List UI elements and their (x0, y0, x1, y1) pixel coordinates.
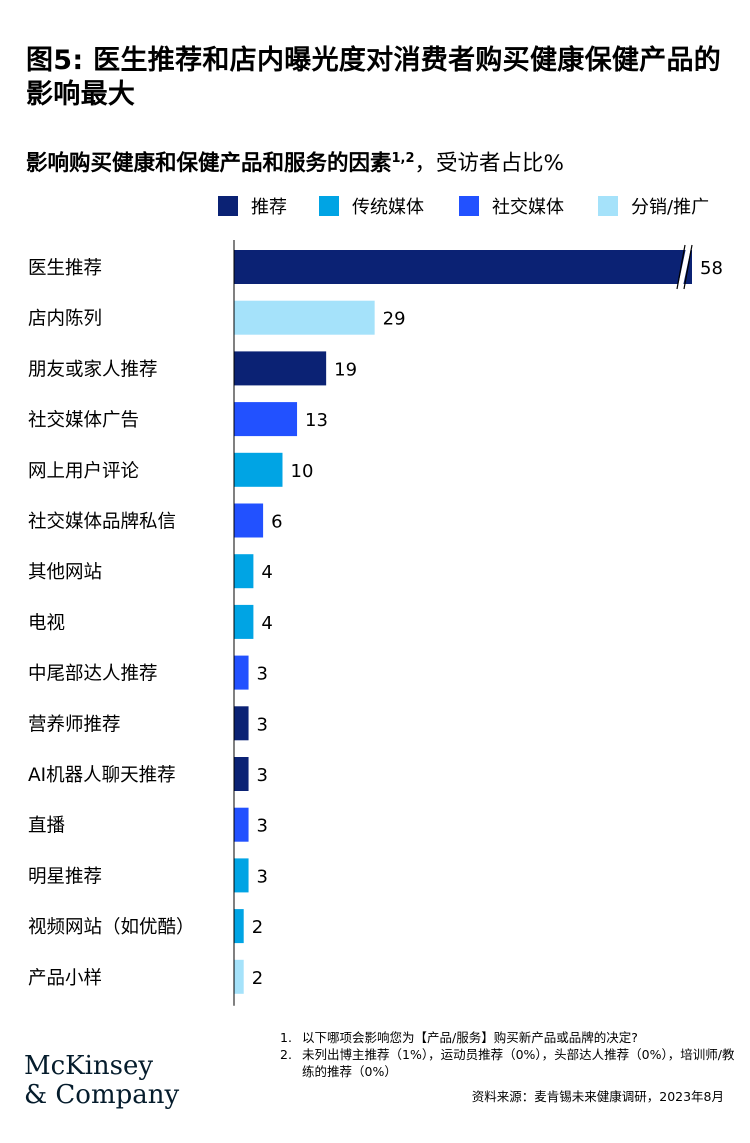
bar (234, 554, 254, 589)
legend-label: 分销/推广 (631, 197, 710, 218)
footnotes: 1. 以下哪项会影响您为【产品/服务】购买新产品或品牌的决定? 2. 未列出博主… (280, 1029, 740, 1080)
legend-label: 传统媒体 (352, 197, 424, 218)
bar (234, 503, 264, 538)
bar-chart: 医生推荐 58 店内陈列 29 朋友或家人推荐 19 社交媒体广告 13 网上用户评论 10 社交媒… (28, 240, 723, 1006)
category-label: 产品小样 (28, 968, 102, 989)
footnote-text: 未列出博主推荐（1%），运动员推荐（0%），头部达人推荐（0%），培训师/教练的… (302, 1047, 735, 1079)
chart-legend: 推荐 传统媒体 社交媒体 分销/推广 (0, 193, 750, 223)
data-label: 3 (257, 664, 268, 685)
bar (234, 655, 249, 690)
category-label: 朋友或家人推荐 (28, 359, 158, 380)
category-label: 视频网站（如优酷） (28, 917, 195, 938)
legend-swatch (218, 196, 238, 216)
footnote-number: 2. (280, 1047, 292, 1062)
data-label: 3 (257, 816, 268, 837)
bar (234, 604, 254, 639)
legend-item-distribution: 分销/推广 (598, 193, 709, 219)
bar (234, 909, 244, 944)
bar (234, 858, 249, 893)
category-label: 网上用户评论 (28, 461, 140, 482)
data-label: 10 (291, 461, 314, 482)
bar (234, 807, 249, 842)
category-label: 营养师推荐 (28, 714, 121, 735)
data-label: 13 (305, 410, 328, 431)
data-label: 3 (257, 714, 268, 735)
category-label: 电视 (28, 613, 65, 634)
bar (234, 959, 244, 994)
data-label: 19 (334, 359, 357, 380)
logo-line-2: & Company (24, 1080, 180, 1110)
data-label: 3 (257, 765, 268, 786)
category-label: 直播 (28, 816, 66, 837)
data-label: 2 (252, 917, 263, 938)
legend-label: 社交媒体 (492, 197, 564, 218)
axis-break-line (676, 244, 686, 290)
subtitle-main: 影响购买健康和保健产品和服务的因素 (26, 151, 392, 176)
legend-label: 推荐 (251, 197, 287, 218)
data-label: 3 (257, 866, 268, 887)
bar (234, 757, 249, 791)
legend-item-recommendation: 推荐 (218, 193, 287, 219)
subtitle-footnote-ref: 1,2 (391, 151, 415, 166)
axis-break-gap (678, 248, 691, 286)
footnote-text: 以下哪项会影响您为【产品/服务】购买新产品或品牌的决定? (302, 1030, 638, 1045)
category-label: 中尾部达人推荐 (28, 664, 158, 685)
footnote-number: 1. (280, 1030, 292, 1045)
category-label: AI机器人聊天推荐 (28, 765, 176, 786)
data-label: 29 (383, 309, 406, 330)
source-note: 资料来源：麦肯锡未来健康调研，2023年8月 (471, 1089, 724, 1104)
bar (234, 351, 327, 386)
logo-line-1: McKinsey (24, 1051, 154, 1081)
legend-swatch (319, 196, 339, 216)
legend-item-traditional-media: 传统媒体 (319, 193, 424, 219)
data-label: 58 (700, 258, 723, 279)
data-label: 4 (261, 613, 272, 634)
data-label: 6 (271, 512, 282, 533)
category-label: 社交媒体广告 (28, 410, 139, 431)
data-label: 2 (252, 968, 263, 989)
footnote-1: 1. 以下哪项会影响您为【产品/服务】购买新产品或品牌的决定? (280, 1029, 740, 1046)
chart-subtitle: 影响购买健康和保健产品和服务的因素1,2，受访者占比% (26, 146, 564, 177)
category-label: 店内陈列 (28, 309, 102, 330)
data-label: 4 (261, 562, 272, 583)
footnote-2: 2. 未列出博主推荐（1%），运动员推荐（0%），头部达人推荐（0%），培训师/… (280, 1046, 740, 1080)
mckinsey-logo: McKinsey & Company (24, 1052, 179, 1110)
bar (234, 300, 375, 335)
category-label: 明星推荐 (28, 866, 102, 887)
category-label: 医生推荐 (28, 258, 102, 279)
bar (234, 250, 692, 284)
subtitle-suffix: ，受访者占比% (414, 151, 564, 176)
legend-swatch (459, 196, 479, 216)
legend-swatch (598, 196, 618, 216)
bar (234, 706, 249, 741)
page-title: 图5: 医生推荐和店内曝光度对消费者购买健康保健产品的影响最大 (26, 45, 722, 110)
bar (234, 402, 298, 437)
axis-break-line (683, 244, 693, 290)
category-label: 其他网站 (28, 562, 102, 583)
legend-item-social-media: 社交媒体 (459, 193, 564, 219)
category-label: 社交媒体品牌私信 (28, 512, 176, 533)
bar (234, 452, 283, 487)
